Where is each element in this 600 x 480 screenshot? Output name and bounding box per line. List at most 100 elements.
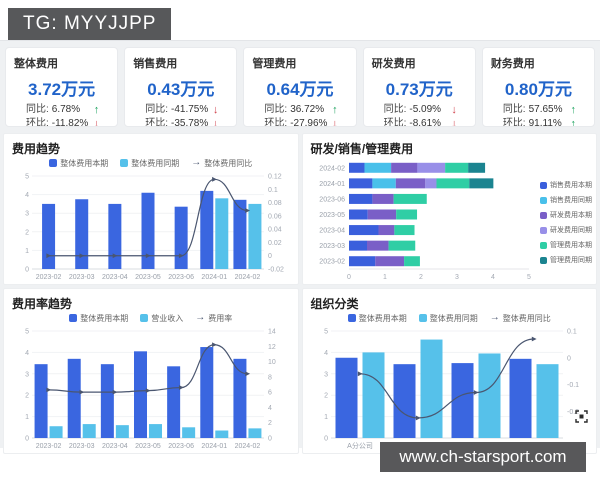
legend-item[interactable]: 整体费用同期 xyxy=(120,158,179,169)
dashboard: 整体费用 3.72万元 同比: 6.78% ↑ 环比: -11.82% ↓ 销售费用 0.43万元… xyxy=(0,40,600,454)
kpi-mom: 环比: -27.96% ↓ xyxy=(252,117,347,127)
svg-text:12: 12 xyxy=(268,344,276,351)
chart-canvas: 0 1 2 3 4 5 -0.02 0 0.02 0.04 0.06 0.08 0.1 0.12 2023-… xyxy=(25,174,284,282)
chart-title-organization: 组织分类 xyxy=(310,297,359,311)
chart-canvas: 0 1 2 3 4 5 2024-02 2024-01 2023-06 2023-05 2023-0… xyxy=(319,162,531,281)
kpi-title: 销售费用 xyxy=(133,58,178,70)
kpi-yoy: 同比: -41.75% ↓ xyxy=(133,103,228,117)
svg-text:2023-02: 2023-02 xyxy=(36,274,62,281)
svg-text:2023-04: 2023-04 xyxy=(102,274,128,281)
kpi-card-4: 财务费用 0.80万元 同比: 57.65% ↑ 环比: 91.11% ↑ xyxy=(481,47,596,127)
svg-text:0.1: 0.1 xyxy=(268,187,278,194)
kpi-row: 整体费用 3.72万元 同比: 6.78% ↑ 环比: -11.82% ↓ 销售费用 0.43万元… xyxy=(0,47,600,127)
legend-item[interactable]: 研发费用本期 xyxy=(540,210,592,220)
metric-value: 57.65% xyxy=(528,104,563,115)
legend-item[interactable]: 管理费用本期 xyxy=(540,240,592,250)
legend-label: 销售费用本期 xyxy=(550,182,592,189)
bar-legend-icon xyxy=(418,314,427,322)
svg-text:2023-05: 2023-05 xyxy=(135,443,161,450)
charts-grid: 费用趋势 整体费用本期 整体费用同期 → 整体费用同比 0 1 2 3 4 5 -0.02 0 0.02… xyxy=(0,133,600,454)
legend-item[interactable]: 营业收入 xyxy=(140,313,183,324)
metric-label: 同比: xyxy=(145,104,168,115)
legend-item[interactable]: 管理费用同期 xyxy=(540,255,592,265)
svg-text:0.1: 0.1 xyxy=(567,329,577,336)
legend-label: 整体费用本期 xyxy=(60,158,109,168)
arrow-down-icon: ↓ xyxy=(212,118,219,127)
kpi-mom: 环比: -11.82% ↓ xyxy=(14,117,109,126)
legend-item[interactable]: 销售费用本期 xyxy=(540,180,592,190)
screenshot-icon[interactable] xyxy=(575,410,588,423)
kpi-yoy: 同比: 36.72% ↑ xyxy=(252,103,347,117)
kpi-card-2: 管理费用 0.64万元 同比: 36.72% ↑ 环比: -27.96% ↓ xyxy=(243,47,357,127)
arrow-up-icon: ↑ xyxy=(570,118,577,127)
svg-text:0: 0 xyxy=(268,253,272,260)
legend-item[interactable]: → 费用率 xyxy=(195,313,232,324)
line-legend-icon: → xyxy=(191,157,202,168)
organization-chart: 整体费用本期 整体费用同期 → 整体费用同比 0 1 2 3 4 5 -0.2 -0.1 0 0.1 A分公… xyxy=(311,311,589,453)
chart-title-expense-rate: 费用率趋势 xyxy=(12,297,73,311)
chart-legend: 整体费用本期 整体费用同期 → 整体费用同比 xyxy=(311,311,589,325)
channel-tag: TG: MYYJJPP xyxy=(8,8,172,40)
metric-value: -35.78% xyxy=(170,118,209,127)
svg-text:2: 2 xyxy=(268,420,272,427)
svg-text:2023-06: 2023-06 xyxy=(319,196,345,203)
svg-text:2024-02: 2024-02 xyxy=(319,165,345,172)
legend-item[interactable]: 整体费用本期 xyxy=(347,313,407,324)
svg-text:2: 2 xyxy=(25,229,29,236)
panel-expense-trend: 费用趋势 整体费用本期 整体费用同期 → 整体费用同比 0 1 2 3 4 5 -0.02 0 0.02… xyxy=(3,133,299,285)
svg-text:0.12: 0.12 xyxy=(268,174,282,181)
arrow-up-icon: ↑ xyxy=(570,104,577,116)
metric-label: 环比: xyxy=(383,118,407,127)
legend-item[interactable]: 整体费用本期 xyxy=(49,158,108,169)
metric-value: 6.78% xyxy=(51,104,81,115)
chart-title-rd-sales-admin: 研发/销售/管理费用 xyxy=(310,142,414,156)
metric-label: 环比: xyxy=(264,118,288,127)
svg-text:A分公司: A分公司 xyxy=(347,441,373,450)
svg-text:5: 5 xyxy=(25,329,29,336)
svg-text:6: 6 xyxy=(268,390,272,397)
svg-text:14: 14 xyxy=(268,329,276,336)
svg-text:0.06: 0.06 xyxy=(268,213,282,220)
chart-legend: 销售费用本期销售费用同期 研发费用本期 研发费用同期管理费用本期 管理费用同期 xyxy=(540,180,592,265)
metric-value: 36.72% xyxy=(290,104,325,115)
legend-label: 营业收入 xyxy=(151,313,184,323)
kpi-mom: 环比: -35.78% ↓ xyxy=(133,117,228,127)
svg-text:3: 3 xyxy=(25,371,29,378)
legend-item[interactable]: → 整体费用同比 xyxy=(490,313,551,324)
expense-trend-chart: 整体费用本期 整体费用同期 → 整体费用同比 0 1 2 3 4 5 -0.02 0 0.02 0.04 0… xyxy=(12,156,290,284)
kpi-title: 管理费用 xyxy=(252,58,297,70)
metric-value: 91.11% xyxy=(528,118,562,127)
bar-legend-icon xyxy=(540,226,547,234)
svg-text:1: 1 xyxy=(25,414,29,421)
svg-text:2023-06: 2023-06 xyxy=(168,274,194,281)
svg-text:2: 2 xyxy=(419,274,423,281)
legend-item[interactable]: → 整体费用同比 xyxy=(191,158,252,169)
legend-label: 管理费用同期 xyxy=(550,257,592,264)
watermark: www.ch-starsport.com xyxy=(380,442,586,472)
kpi-value: 3.72万元 xyxy=(28,80,96,99)
metric-value: -27.96% xyxy=(290,118,328,127)
arrow-down-icon: ↓ xyxy=(451,104,457,116)
panel-organization: 组织分类 整体费用本期 整体费用同期 → 整体费用同比 0 1 2 3 4 5 -0.2 -0.1 0 0… xyxy=(301,288,597,454)
kpi-yoy: 同比: 57.65% ↑ xyxy=(491,103,586,117)
legend-item[interactable]: 整体费用同期 xyxy=(418,313,478,324)
svg-text:2023-03: 2023-03 xyxy=(69,443,95,450)
svg-text:2: 2 xyxy=(25,393,29,400)
svg-text:0: 0 xyxy=(567,355,571,362)
svg-text:0.08: 0.08 xyxy=(268,200,282,207)
panel-rd-sales-admin-expense: 研发/销售/管理费用 0 1 2 3 4 5 2024-02 2024-01 2023-06 20… xyxy=(301,133,597,285)
svg-text:2024-01: 2024-01 xyxy=(201,443,227,450)
svg-text:2023-02: 2023-02 xyxy=(319,259,345,266)
svg-text:3: 3 xyxy=(324,371,328,378)
legend-item[interactable]: 整体费用本期 xyxy=(69,313,128,324)
arrow-down-icon: ↓ xyxy=(212,104,219,116)
legend-label: 管理费用本期 xyxy=(550,242,592,249)
kpi-value: 0.73万元 xyxy=(385,80,453,99)
legend-item[interactable]: 研发费用同期 xyxy=(540,225,592,235)
kpi-mom: 环比: 91.11% ↑ xyxy=(491,117,586,127)
legend-label: 整体费用本期 xyxy=(80,313,129,323)
svg-text:2023-05: 2023-05 xyxy=(319,212,345,219)
legend-item[interactable]: 销售费用同期 xyxy=(540,195,592,205)
bar-legend-icon xyxy=(120,159,129,167)
